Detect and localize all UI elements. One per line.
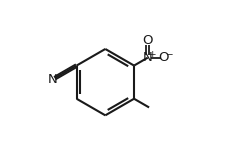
Text: O: O — [142, 34, 152, 47]
Text: N: N — [142, 51, 152, 64]
Text: −: − — [164, 50, 171, 59]
Text: N: N — [47, 73, 57, 86]
Text: O: O — [158, 51, 168, 64]
Text: +: + — [148, 50, 155, 59]
